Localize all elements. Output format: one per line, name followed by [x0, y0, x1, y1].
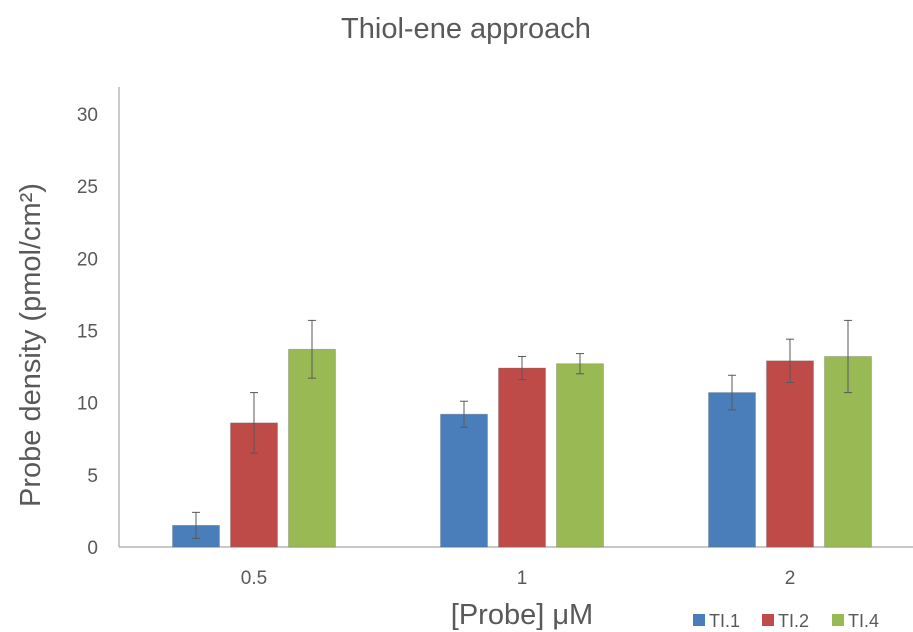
chart-title: Thiol-ene approach: [341, 13, 591, 45]
legend-item: TI.4: [832, 611, 879, 631]
legend-item: TI.2: [762, 611, 809, 631]
bar-ti1-1: [440, 413, 488, 548]
legend-swatch: [762, 614, 774, 626]
x-tick-label: 1: [517, 568, 528, 589]
legend-item: TI.1: [693, 611, 740, 631]
bar-ti1-2: [708, 392, 756, 548]
error-bar: [576, 353, 584, 375]
x-tick-label: 2: [785, 568, 796, 589]
y-axis-label: Probe density (pmol/cm²): [15, 183, 47, 507]
error-bar: [518, 355, 526, 381]
error-bar: [460, 400, 468, 428]
y-tick-label: 20: [77, 249, 98, 270]
x-axis: 0.5 1 2: [119, 546, 913, 589]
error-bar: [250, 392, 258, 454]
y-tick-label: 10: [77, 394, 98, 415]
x-tick-label: 0.5: [241, 568, 267, 589]
bars: [172, 348, 872, 548]
y-tick-label: 25: [77, 177, 98, 198]
legend-label: TI.1: [709, 611, 740, 631]
error-bar: [308, 319, 316, 379]
y-tick-label: 30: [77, 105, 98, 126]
bar-ti2-1: [498, 367, 546, 548]
bar-ti2-2: [766, 360, 814, 548]
error-bar: [844, 319, 852, 394]
bar-ti4-1: [556, 363, 604, 548]
y-tick-label: 0: [87, 538, 98, 559]
error-bar: [786, 338, 794, 383]
error-bar: [728, 374, 736, 411]
y-tick-label: 5: [87, 466, 98, 487]
legend-swatch: [693, 614, 705, 626]
legend: TI.1 TI.2 TI.4: [693, 611, 879, 631]
bar-ti4-0_5: [288, 348, 336, 548]
x-axis-label: [Probe] μM: [451, 599, 593, 631]
legend-swatch: [832, 614, 844, 626]
y-tick-label: 15: [77, 322, 98, 343]
error-bars: [192, 319, 852, 539]
error-bar: [192, 511, 200, 539]
legend-label: TI.4: [848, 611, 879, 631]
y-axis: 0 5 10 15 20 25 30: [77, 87, 120, 559]
legend-label: TI.2: [778, 611, 809, 631]
